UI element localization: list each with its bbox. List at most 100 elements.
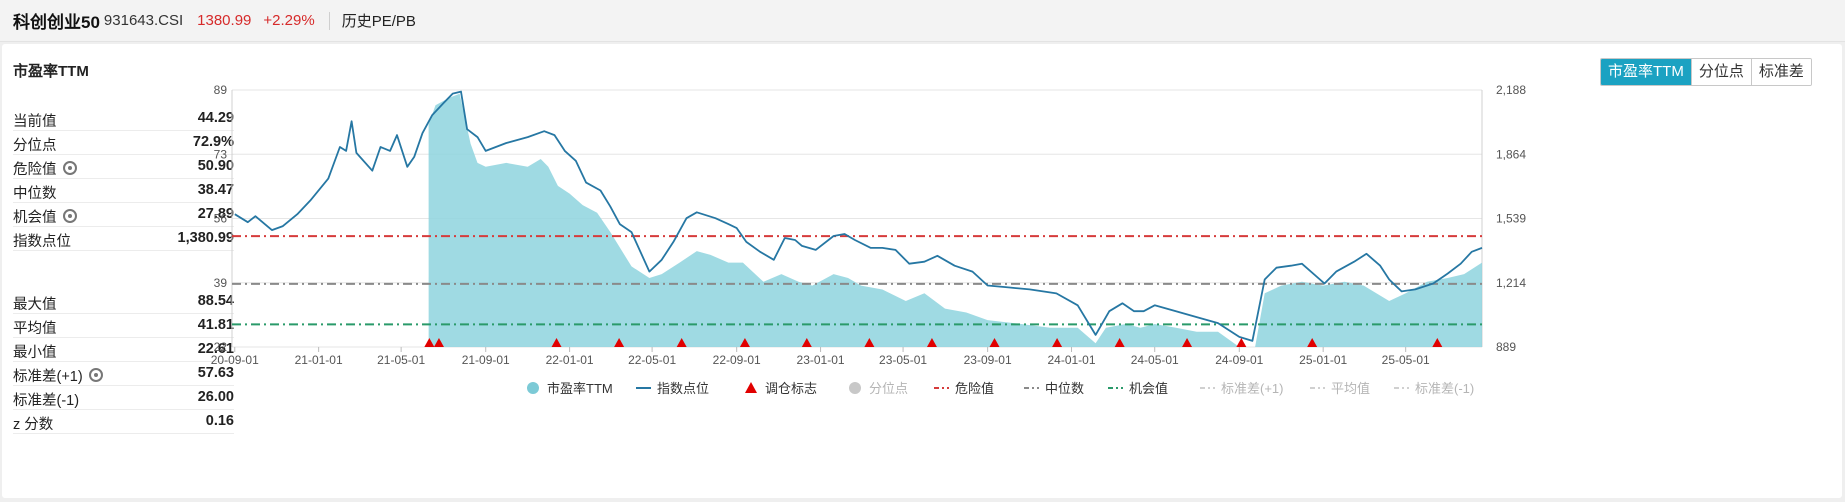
top-bar: 科创创业50 931643.CSI 1380.99 +2.29% 历史PE/PB xyxy=(0,0,1845,42)
stat-label: 中位数 xyxy=(13,186,57,202)
rebalance-marker xyxy=(433,338,444,347)
stat-value: 1,380.99 xyxy=(177,230,234,246)
stat-row: 最大值 88.54 xyxy=(13,290,234,314)
settings-gear-icon[interactable] xyxy=(62,161,77,175)
rebalance-marker xyxy=(1307,338,1318,347)
legend-item[interactable]: 市盈率TTM xyxy=(527,381,613,396)
divider xyxy=(328,11,330,30)
y-right-tick-label: 2,188 xyxy=(1496,83,1526,97)
legend-item[interactable]: 标准差(+1) xyxy=(1200,381,1283,396)
legend-marker xyxy=(527,382,539,394)
legend-label: 指数点位 xyxy=(657,381,709,396)
legend-item[interactable]: 平均值 xyxy=(1310,381,1370,396)
chart-panel: 市盈率TTM 市盈率TTM 分位点 标准差 当前值 44.29 分位点 72.9% 危险… xyxy=(2,44,1842,498)
index-points-line xyxy=(234,90,1483,342)
rebalance-marker xyxy=(926,338,937,347)
stat-value: 57.63 xyxy=(197,365,234,381)
y-left-tick-label: 39 xyxy=(214,276,228,290)
x-tick-label: 22-05-01 xyxy=(628,353,676,367)
legend-item[interactable]: 指数点位 xyxy=(636,381,709,396)
stat-label: 机会值 xyxy=(13,206,77,227)
legend-label: 中位数 xyxy=(1045,381,1084,396)
settings-gear-icon[interactable] xyxy=(88,368,103,382)
stat-value: 22.61 xyxy=(197,341,234,357)
rebalance-marker xyxy=(551,338,562,347)
legend-item[interactable]: 中位数 xyxy=(1024,381,1084,396)
legend-label: 机会值 xyxy=(1129,381,1168,396)
stat-label: 危险值 xyxy=(13,158,77,179)
rebalance-marker xyxy=(801,338,812,347)
legend-label: 分位点 xyxy=(869,381,908,396)
percentile-button[interactable]: 分位点 xyxy=(1690,59,1751,85)
x-tick-label: 22-01-01 xyxy=(546,353,594,367)
x-tick-label: 21-05-01 xyxy=(377,353,425,367)
y-right-tick-label: 889 xyxy=(1496,340,1516,354)
stats-summary: 当前值 44.29 分位点 72.9% 危险值 50.90 中位数 38.47 机会值 27.89… xyxy=(13,107,234,251)
legend-item[interactable]: 机会值 xyxy=(1108,381,1168,396)
pe-chart: 89 2,188 73 1,864 56 1,539 39 1,214 22 889 20-09-0… xyxy=(211,83,1527,396)
rebalance-marker xyxy=(676,338,687,347)
x-tick-label: 23-05-01 xyxy=(879,353,927,367)
x-tick-label: 22-09-01 xyxy=(713,353,761,367)
x-tick-label: 24-09-01 xyxy=(1215,353,1263,367)
y-right-tick-label: 1,539 xyxy=(1496,212,1526,226)
legend-marker xyxy=(745,382,757,393)
x-tick-label: 23-01-01 xyxy=(797,353,845,367)
index-code: 931643.CSI xyxy=(103,12,184,29)
stat-row: 中位数 38.47 xyxy=(13,179,234,203)
stat-label: 最小值 xyxy=(13,345,57,361)
panel-title: 市盈率TTM xyxy=(13,63,89,80)
stat-row: 标准差(+1) 57.63 xyxy=(13,362,234,386)
stat-value: 26.00 xyxy=(197,389,234,405)
legend-item[interactable]: 标准差(-1) xyxy=(1394,381,1474,396)
stat-row: 平均值 41.81 xyxy=(13,314,234,338)
legend-label: 平均值 xyxy=(1331,381,1370,396)
pe-ttm-area xyxy=(428,93,1483,347)
stat-row: 指数点位 1,380.99 xyxy=(13,227,234,251)
metric-toggle: 市盈率TTM 分位点 标准差 xyxy=(1600,58,1812,86)
stat-row: 危险值 50.90 xyxy=(13,155,234,179)
stat-row: 最小值 22.61 xyxy=(13,338,234,362)
legend-item[interactable]: 调仓标志 xyxy=(745,381,817,396)
y-left-tick-label: 56 xyxy=(214,212,228,226)
stat-label: 分位点 xyxy=(13,138,57,154)
history-pe-pb-link[interactable]: 历史PE/PB xyxy=(341,13,416,30)
stat-row: 当前值 44.29 xyxy=(13,107,234,131)
settings-gear-icon[interactable] xyxy=(62,209,77,223)
y-left-tick-label: 73 xyxy=(214,147,228,161)
legend-label: 调仓标志 xyxy=(765,381,817,396)
stat-label: 当前值 xyxy=(13,114,57,130)
stat-row: 分位点 72.9% xyxy=(13,131,234,155)
index-name: 科创创业50 xyxy=(13,13,100,32)
y-right-tick-label: 1,864 xyxy=(1496,147,1526,161)
rebalance-marker xyxy=(739,338,750,347)
rebalance-marker xyxy=(424,338,435,347)
legend-item[interactable]: 危险值 xyxy=(934,381,994,396)
rebalance-marker xyxy=(864,338,875,347)
legend-item[interactable]: 分位点 xyxy=(849,381,908,396)
stat-value: 50.90 xyxy=(197,158,234,174)
legend-label: 市盈率TTM xyxy=(547,381,613,396)
x-tick-label: 25-05-01 xyxy=(1382,353,1430,367)
x-tick-label: 24-05-01 xyxy=(1131,353,1179,367)
legend-label: 标准差(-1) xyxy=(1415,381,1474,396)
rebalance-marker xyxy=(1182,338,1193,347)
x-tick-label: 20-09-01 xyxy=(211,353,259,367)
y-left-tick-label: 89 xyxy=(214,83,228,97)
stat-label: 标准差(-1) xyxy=(13,393,80,409)
stat-label: 最大值 xyxy=(13,297,57,313)
stat-row: 机会值 27.89 xyxy=(13,203,234,227)
rebalance-marker xyxy=(614,338,625,347)
stat-label: 标准差(+1) xyxy=(13,365,103,386)
stats-distribution: 最大值 88.54 平均值 41.81 最小值 22.61 标准差(+1) 57.63 标准差(… xyxy=(13,290,234,434)
legend-label: 标准差(+1) xyxy=(1221,381,1283,396)
x-tick-label: 21-09-01 xyxy=(462,353,510,367)
x-tick-label: 25-01-01 xyxy=(1299,353,1347,367)
pe-ttm-button[interactable]: 市盈率TTM xyxy=(1601,59,1691,85)
stat-value: 88.54 xyxy=(197,293,234,309)
rebalance-marker xyxy=(1236,338,1247,347)
std-dev-button[interactable]: 标准差 xyxy=(1750,59,1811,85)
stat-value: 41.81 xyxy=(197,317,234,333)
rebalance-marker xyxy=(989,338,1000,347)
stat-value: 44.29 xyxy=(197,110,234,126)
